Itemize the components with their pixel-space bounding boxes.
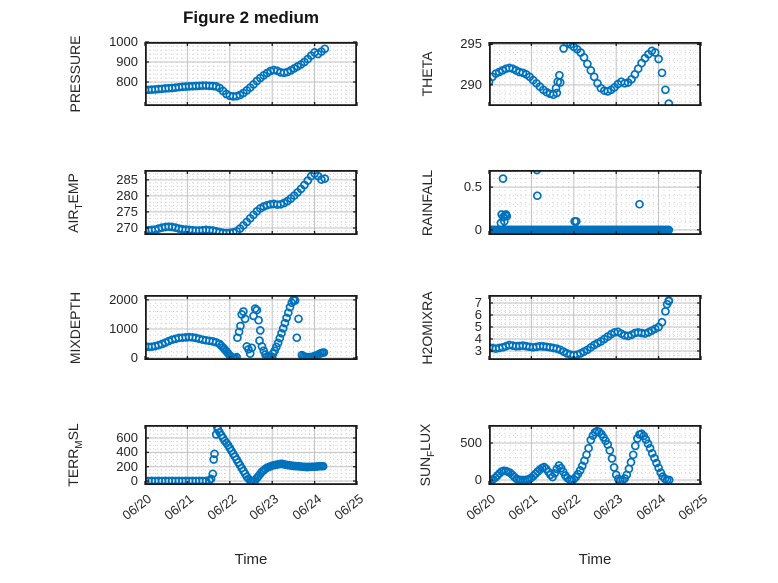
subplot-terr-msl: 0 200 400 600 06/20 06/21 06/22 06/23 06/24 06/25… — [65, 423, 366, 523]
y-axis-label-rainfall: RAINFALL — [419, 169, 435, 235]
y-tick-label: 275 — [116, 203, 138, 219]
y-tick-label: 500 — [460, 434, 482, 450]
ylabel-text: SUN — [417, 456, 434, 487]
y-tick-label: 290 — [460, 76, 482, 92]
y-tick-label: 0.5 — [463, 179, 482, 195]
y-tick-label: 5 — [474, 319, 482, 335]
plot-canvas-theta — [488, 41, 702, 107]
figure-title: Figure 2 medium — [182, 8, 320, 27]
subplot-pressure: 800 900 1000 PRESSURE — [67, 35, 358, 113]
plot-canvas-h2omixra — [488, 294, 702, 361]
subplot-theta: 290 295 THETA — [419, 37, 702, 107]
x-axis-label-left: Time — [234, 551, 268, 568]
ylabel-text: EMP — [65, 172, 82, 204]
ylabel-text: TERR — [65, 448, 82, 487]
data-series-sun_flux — [489, 426, 674, 485]
axes-border — [488, 424, 701, 486]
data-series-h2omixra — [489, 296, 674, 360]
axes-border — [144, 294, 357, 361]
ylabel-subscript: T — [73, 203, 85, 209]
axes-border — [144, 169, 357, 236]
plot-canvas-pressure — [144, 41, 358, 107]
subplot-air-temp: 270 275 280 285 AIRTEMP — [65, 169, 358, 236]
y-tick-label: 900 — [116, 54, 138, 69]
y-axis-label-h2omixra: H2OMIXRA — [419, 291, 435, 364]
data-series-rainfall — [489, 170, 674, 235]
ylabel-text: MIXDEPTH — [67, 291, 83, 364]
y-tick-label: 3 — [474, 343, 482, 358]
subplot-mixdepth: 0 1000 2000 MIXDEPTH — [67, 291, 358, 364]
y-tick-label: 1000 — [109, 34, 138, 49]
plot-canvas-terr_msl — [144, 424, 358, 486]
y-tick-label: 400 — [116, 444, 138, 460]
data-series-theta — [489, 42, 674, 106]
y-tick-label: 2000 — [109, 291, 138, 307]
y-axis-label-mixdepth: MIXDEPTH — [67, 291, 83, 363]
y-axis-label-sun_flux: SUNFLUX — [417, 424, 437, 487]
data-series-air_temp — [145, 170, 330, 235]
plot-canvas-mixdepth — [144, 294, 358, 361]
ylabel-text: RAINFALL — [419, 169, 435, 236]
y-tick-label: 0 — [130, 349, 138, 365]
y-tick-label: 295 — [460, 36, 482, 52]
y-tick-label: 200 — [116, 458, 138, 474]
ylabel-text: SL — [65, 423, 82, 441]
ylabel-text: AIR — [65, 208, 82, 233]
y-tick-label: 800 — [116, 74, 138, 89]
y-tick-label: 285 — [116, 171, 138, 187]
y-tick-label: 1000 — [109, 320, 138, 336]
ylabel-subscript: M — [73, 440, 85, 449]
y-tick-label: 4 — [474, 331, 482, 346]
y-tick-label: 7 — [474, 295, 482, 311]
plot-canvas-rainfall — [488, 169, 702, 236]
subplot-rainfall: 0 0.5 RAINFALL — [419, 169, 702, 236]
ylabel-text: THETA — [419, 51, 435, 97]
subplot-h2omixra: 3 4 5 6 7 H2OMIXRA — [419, 291, 702, 364]
y-tick-label: 280 — [116, 187, 138, 203]
axes-border — [488, 169, 701, 236]
plot-canvas-sun_flux — [488, 424, 702, 486]
y-tick-label: 6 — [474, 307, 482, 323]
ylabel-text: H2OMIXRA — [419, 290, 435, 365]
y-axis-label-air_temp: AIRTEMP — [65, 173, 85, 233]
x-axis-label-right: Time — [578, 551, 612, 568]
axes-border — [144, 424, 357, 486]
axes-border — [144, 41, 357, 107]
ylabel-subscript: F — [425, 450, 437, 457]
axes-border — [488, 294, 701, 361]
y-axis-label-theta: THETA — [419, 52, 435, 97]
plot-canvas-air_temp — [144, 169, 358, 236]
y-tick-label: 270 — [116, 219, 138, 235]
ylabel-text: LUX — [417, 423, 434, 451]
y-axis-label-terr_msl: TERRMSL — [65, 423, 85, 486]
y-tick-label: 0 — [474, 471, 482, 487]
y-axis-label-pressure: PRESSURE — [67, 35, 83, 112]
y-tick-label: 0 — [474, 221, 482, 237]
ylabel-text: PRESSURE — [67, 35, 83, 113]
subplot-sun-flux: 0 500 06/20 06/21 06/22 06/23 06/24 06/25 SUNFLU… — [417, 424, 710, 523]
axes-border — [488, 41, 701, 107]
y-tick-label: 600 — [116, 430, 138, 446]
y-tick-label: 0 — [130, 472, 138, 488]
data-series-pressure — [145, 44, 330, 101]
data-series-terr_msl — [145, 425, 328, 485]
